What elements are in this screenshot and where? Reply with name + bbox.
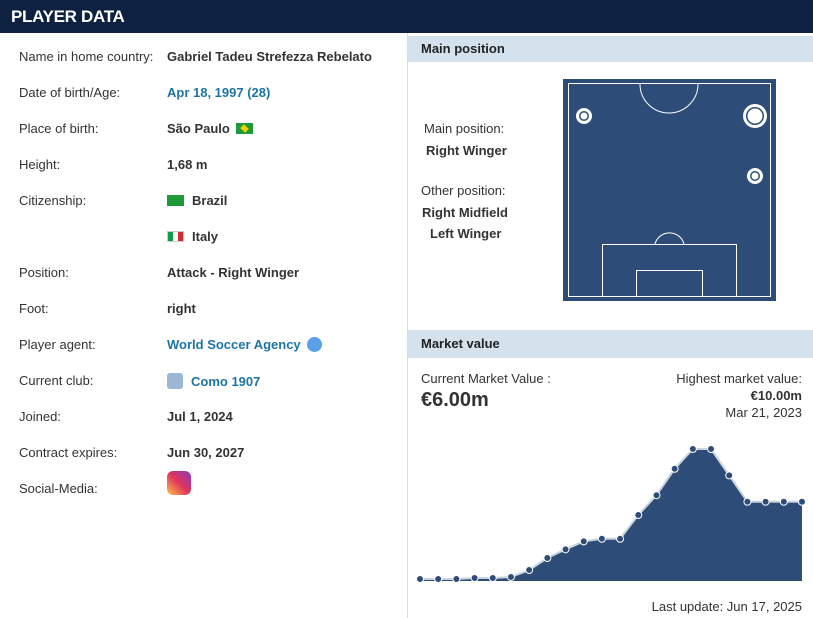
pitch-field [563,79,776,301]
row-label: Joined: [19,409,61,424]
agent-link[interactable]: World Soccer Agency [167,337,301,352]
pitch-line [654,232,685,245]
position-marker [580,112,588,120]
row-value: Jun 30, 2027 [167,445,245,460]
flag-icon [167,195,184,206]
value-point [470,573,479,582]
row-value: Como 1907 [167,373,260,390]
position-marker [747,108,763,124]
row-label: Height: [19,157,61,172]
birth-date-link[interactable]: Apr 18, 1997 (28) [167,85,271,100]
verified-icon [306,337,322,352]
value-point [761,497,770,506]
position-label: Main position: [424,121,505,136]
value-point [543,554,552,563]
row-value: Brazil [167,193,227,209]
club-badge [167,373,183,389]
value-point [434,575,443,584]
other-position: Right Midfield [422,205,508,220]
row-label: Name in home country: [19,49,154,64]
row-label: Foot: [19,301,49,316]
position-label: Other position: [421,183,506,198]
pitch-line [639,83,699,114]
club-link[interactable]: Como 1907 [191,374,261,389]
header-title: PLAYER DATA [11,7,125,26]
value-point [688,445,697,453]
section-header: Market value [408,330,813,358]
value-point [561,545,570,554]
current-value: €6.00m [421,389,489,411]
pitch [563,79,776,301]
value-point [779,497,788,506]
column-divider [407,33,408,618]
last-update: Last update: Jun 17, 2025 [651,599,802,614]
value-area [420,449,802,581]
highest-value: €10.00m [750,388,802,403]
row-label: Contract expires: [19,445,118,460]
row-value: Attack - Right Winger [167,265,300,280]
row-label: Place of birth: [19,121,99,136]
row-label: Social-Media: [19,481,98,496]
section-header: Main position [408,36,813,62]
value-point [416,575,424,584]
pitch-line [636,270,703,297]
value-point [670,464,679,473]
row-label: Player agent: [19,337,96,352]
value-point [798,497,806,506]
other-position: Left Winger [430,226,502,241]
value-point [634,511,643,519]
row-label: Date of birth/Age: [19,85,121,100]
value-line [420,448,802,581]
flag-icon [167,231,184,242]
row-value: Jul 1, 2024 [167,409,233,424]
value-point [597,534,606,543]
highest-value-label: Highest market value: [676,371,802,386]
row-value-text: São Paulo [167,121,230,136]
row-value: São Paulo [167,121,261,137]
value-point [725,471,734,480]
highest-value-date: Mar 21, 2023 [725,405,802,420]
header-bar [0,0,813,33]
citizenship-text: Brazil [192,193,228,208]
value-point [707,445,716,453]
citizenship-text: Italy [192,229,219,244]
row-label: Current club: [19,373,94,388]
value-point [488,573,497,582]
row-value: right [167,301,196,316]
row-value: World Soccer Agency [167,337,322,353]
value-point [616,534,625,543]
value-point [452,575,461,584]
value-point [652,491,661,500]
row-value: Italy [167,229,218,245]
position-marker [751,172,759,180]
row-label: Citizenship: [19,193,87,208]
current-value-label: Current Market Value : [421,371,551,386]
instagram-icon[interactable] [167,471,191,495]
row-value: 1,68 m [167,157,208,172]
row-label: Position: [19,265,69,280]
flag-icon [235,123,253,134]
value-point [579,537,588,546]
value-point [525,566,534,575]
value-point [743,497,752,506]
row-value: Gabriel Tadeu Strefezza Rebelato [167,49,372,64]
main-position: Right Winger [426,143,507,158]
value-point [506,573,515,582]
